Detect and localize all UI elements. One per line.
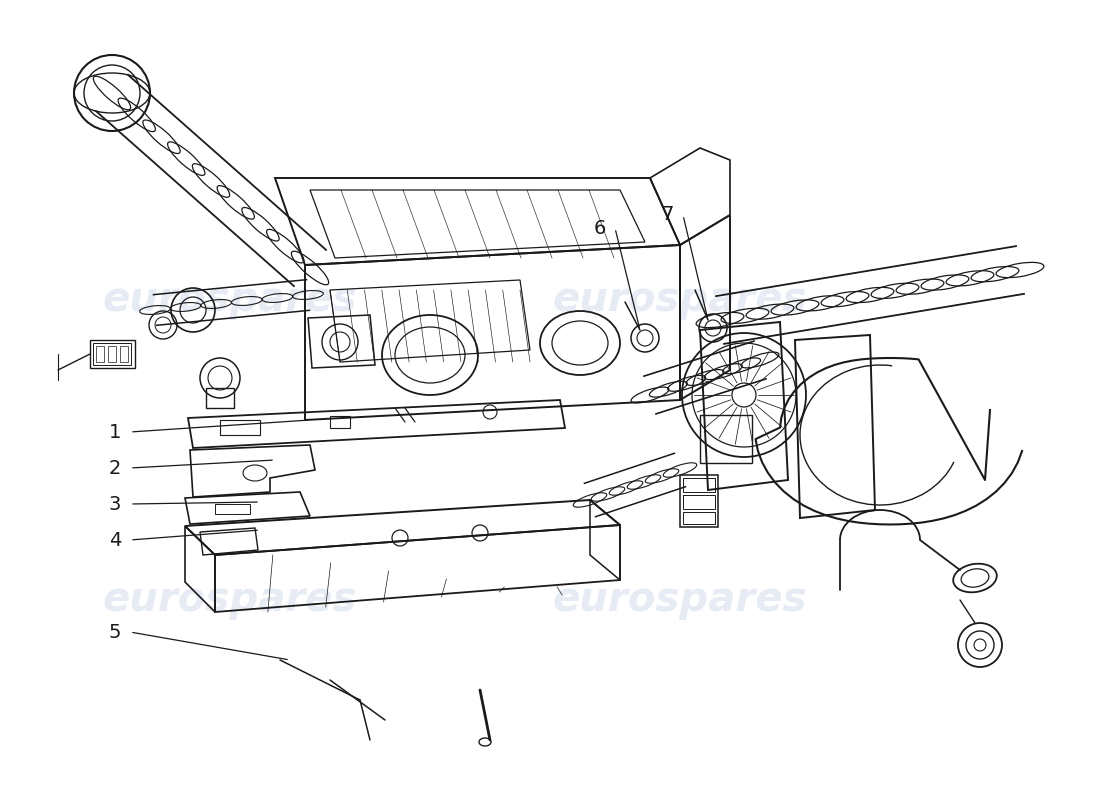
Bar: [96, 346, 104, 362]
Text: 7: 7: [662, 206, 674, 225]
Bar: [120, 346, 128, 362]
Text: 6: 6: [594, 218, 606, 238]
Bar: [683, 478, 715, 492]
Bar: [680, 475, 718, 527]
Text: eurospares: eurospares: [552, 580, 807, 620]
Text: 5: 5: [109, 622, 121, 642]
Text: eurospares: eurospares: [102, 580, 358, 620]
Text: eurospares: eurospares: [552, 280, 807, 320]
Bar: [683, 512, 715, 524]
Bar: [90, 340, 135, 368]
Text: 1: 1: [109, 422, 121, 442]
Bar: [683, 495, 715, 509]
Text: eurospares: eurospares: [102, 280, 358, 320]
Text: 3: 3: [109, 494, 121, 514]
Bar: [330, 416, 350, 428]
Bar: [214, 504, 250, 514]
Text: 4: 4: [109, 530, 121, 550]
Bar: [700, 415, 752, 463]
Text: 2: 2: [109, 458, 121, 478]
Bar: [108, 346, 115, 362]
Bar: [206, 388, 234, 408]
Bar: [94, 343, 131, 365]
Bar: [220, 420, 260, 435]
